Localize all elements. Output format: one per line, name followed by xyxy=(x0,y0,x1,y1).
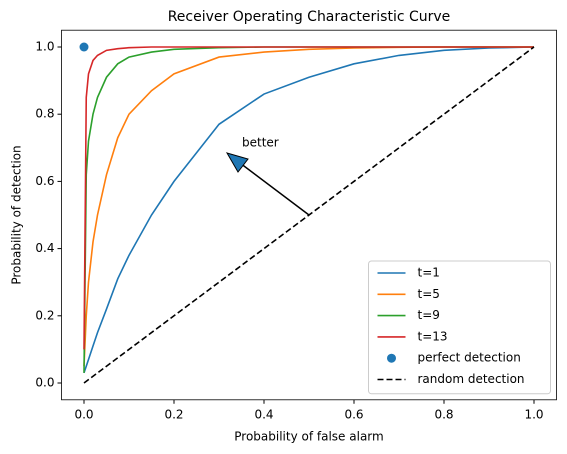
legend-label: random detection xyxy=(418,372,525,386)
legend: t=1 t=5 t=9 t=13 perfect detection random det… xyxy=(368,260,551,395)
annotation-arrow xyxy=(239,162,310,216)
scatter-point xyxy=(79,42,89,52)
y-tick-label: 0.4 xyxy=(35,241,54,255)
legend-label: t=13 xyxy=(418,329,448,343)
chart-title: Receiver Operating Characteristic Curve xyxy=(168,9,451,25)
series-line xyxy=(83,46,534,350)
annotation-arrowhead xyxy=(225,152,249,173)
legend-label: perfect detection xyxy=(418,351,521,365)
x-tick-label: 0.4 xyxy=(254,407,273,421)
x-tick-label: 0.8 xyxy=(434,407,453,421)
series-line xyxy=(83,46,535,384)
legend-label: t=1 xyxy=(418,266,440,280)
x-tick-label: 1.0 xyxy=(524,407,543,421)
y-tick-label: 0.2 xyxy=(35,308,54,322)
y-axis-label: Probability of detection xyxy=(10,145,24,284)
annotation: better xyxy=(242,136,279,150)
y-tick-label: 1.0 xyxy=(35,40,54,54)
plot-frame xyxy=(61,29,557,401)
x-tick-label: 0.6 xyxy=(344,407,363,421)
x-tick-label: 0.2 xyxy=(164,407,183,421)
y-tick-label: 0.6 xyxy=(35,174,54,188)
legend-label: t=9 xyxy=(418,308,440,322)
x-axis-label: Probability of false alarm xyxy=(234,430,383,444)
legend-label: t=5 xyxy=(418,287,440,301)
series-line xyxy=(83,46,535,374)
y-tick-label: 0.0 xyxy=(35,376,54,390)
y-tick-label: 0.8 xyxy=(35,107,54,121)
legend-box xyxy=(368,260,551,395)
legend-marker xyxy=(387,353,396,363)
x-tick-label: 0.0 xyxy=(74,407,93,421)
